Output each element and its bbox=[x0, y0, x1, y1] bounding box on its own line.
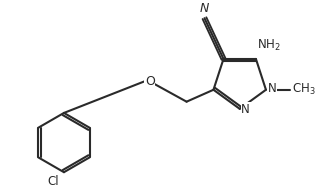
Text: CH$_3$: CH$_3$ bbox=[292, 82, 316, 97]
Text: N: N bbox=[200, 2, 209, 14]
Text: NH$_2$: NH$_2$ bbox=[257, 38, 281, 53]
Text: O: O bbox=[145, 75, 155, 88]
Text: N: N bbox=[241, 103, 250, 116]
Text: N: N bbox=[267, 82, 276, 95]
Text: Cl: Cl bbox=[47, 175, 59, 188]
